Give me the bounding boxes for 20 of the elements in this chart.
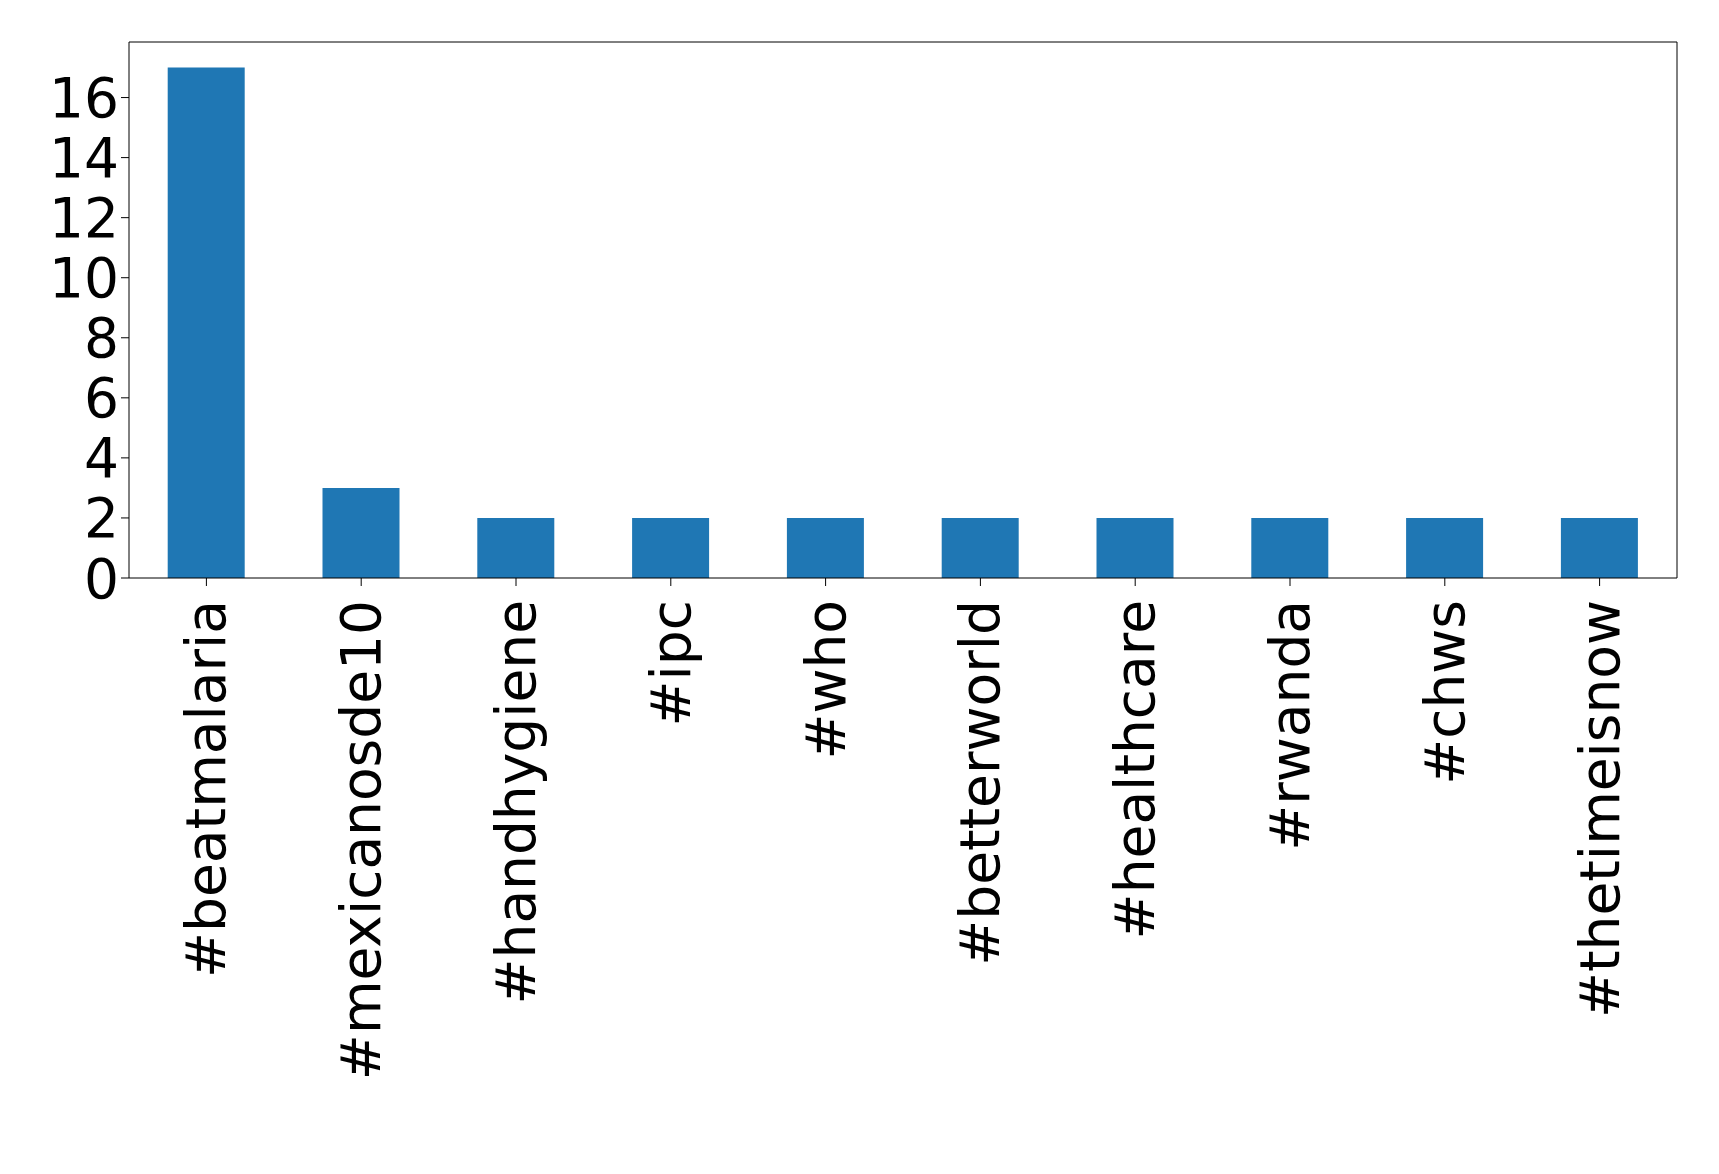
bar (477, 517, 555, 578)
bar (632, 517, 710, 578)
bar (1251, 517, 1329, 578)
x-tick-label: #thetimeisnow (1567, 600, 1632, 1019)
bar (1406, 517, 1484, 578)
x-tick-label: #healthcare (1103, 600, 1168, 940)
x-tick-label: #who (793, 600, 858, 760)
x-tick-label: #beatmalaria (174, 600, 239, 978)
x-tick-label: #rwanda (1258, 600, 1322, 851)
x-tick-label: #handhygiene (484, 600, 548, 1005)
bar (167, 67, 245, 578)
bar (1096, 517, 1174, 578)
x-tick-label: #ipc (638, 600, 703, 727)
x-tick-label: #mexicanosde10 (329, 600, 394, 1081)
bar (941, 517, 1019, 578)
bar (786, 517, 864, 578)
x-tick-label: #chws (1412, 600, 1477, 785)
bar (322, 487, 400, 578)
x-tick-label: #betterworld (948, 600, 1013, 966)
bar (1560, 517, 1638, 578)
